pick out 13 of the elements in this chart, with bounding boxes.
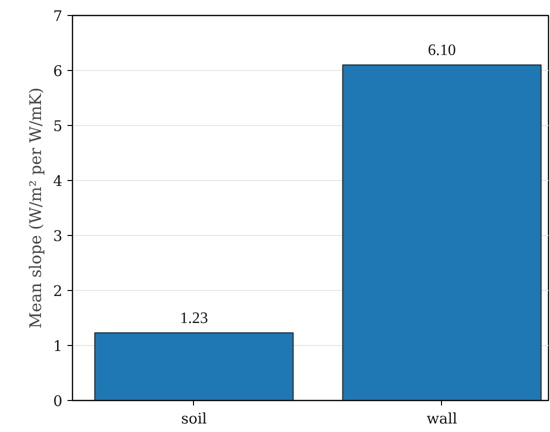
y-tick-label: 1 — [53, 338, 63, 355]
y-tick-label: 4 — [53, 173, 63, 190]
y-tick-label: 5 — [53, 118, 63, 135]
x-tick-label: soil — [181, 410, 208, 428]
y-axis-title: Mean slope (W/m² per W/mK) — [26, 88, 46, 328]
x-tick-label: wall — [426, 410, 458, 428]
y-tick-label: 0 — [53, 393, 63, 410]
data-label: 1.23 — [180, 310, 208, 327]
y-tick-label: 7 — [53, 8, 63, 25]
y-tick-label: 2 — [53, 283, 63, 300]
data-label: 6.10 — [428, 42, 456, 59]
y-tick-label: 3 — [53, 228, 63, 245]
y-tick-label: 6 — [53, 63, 63, 80]
